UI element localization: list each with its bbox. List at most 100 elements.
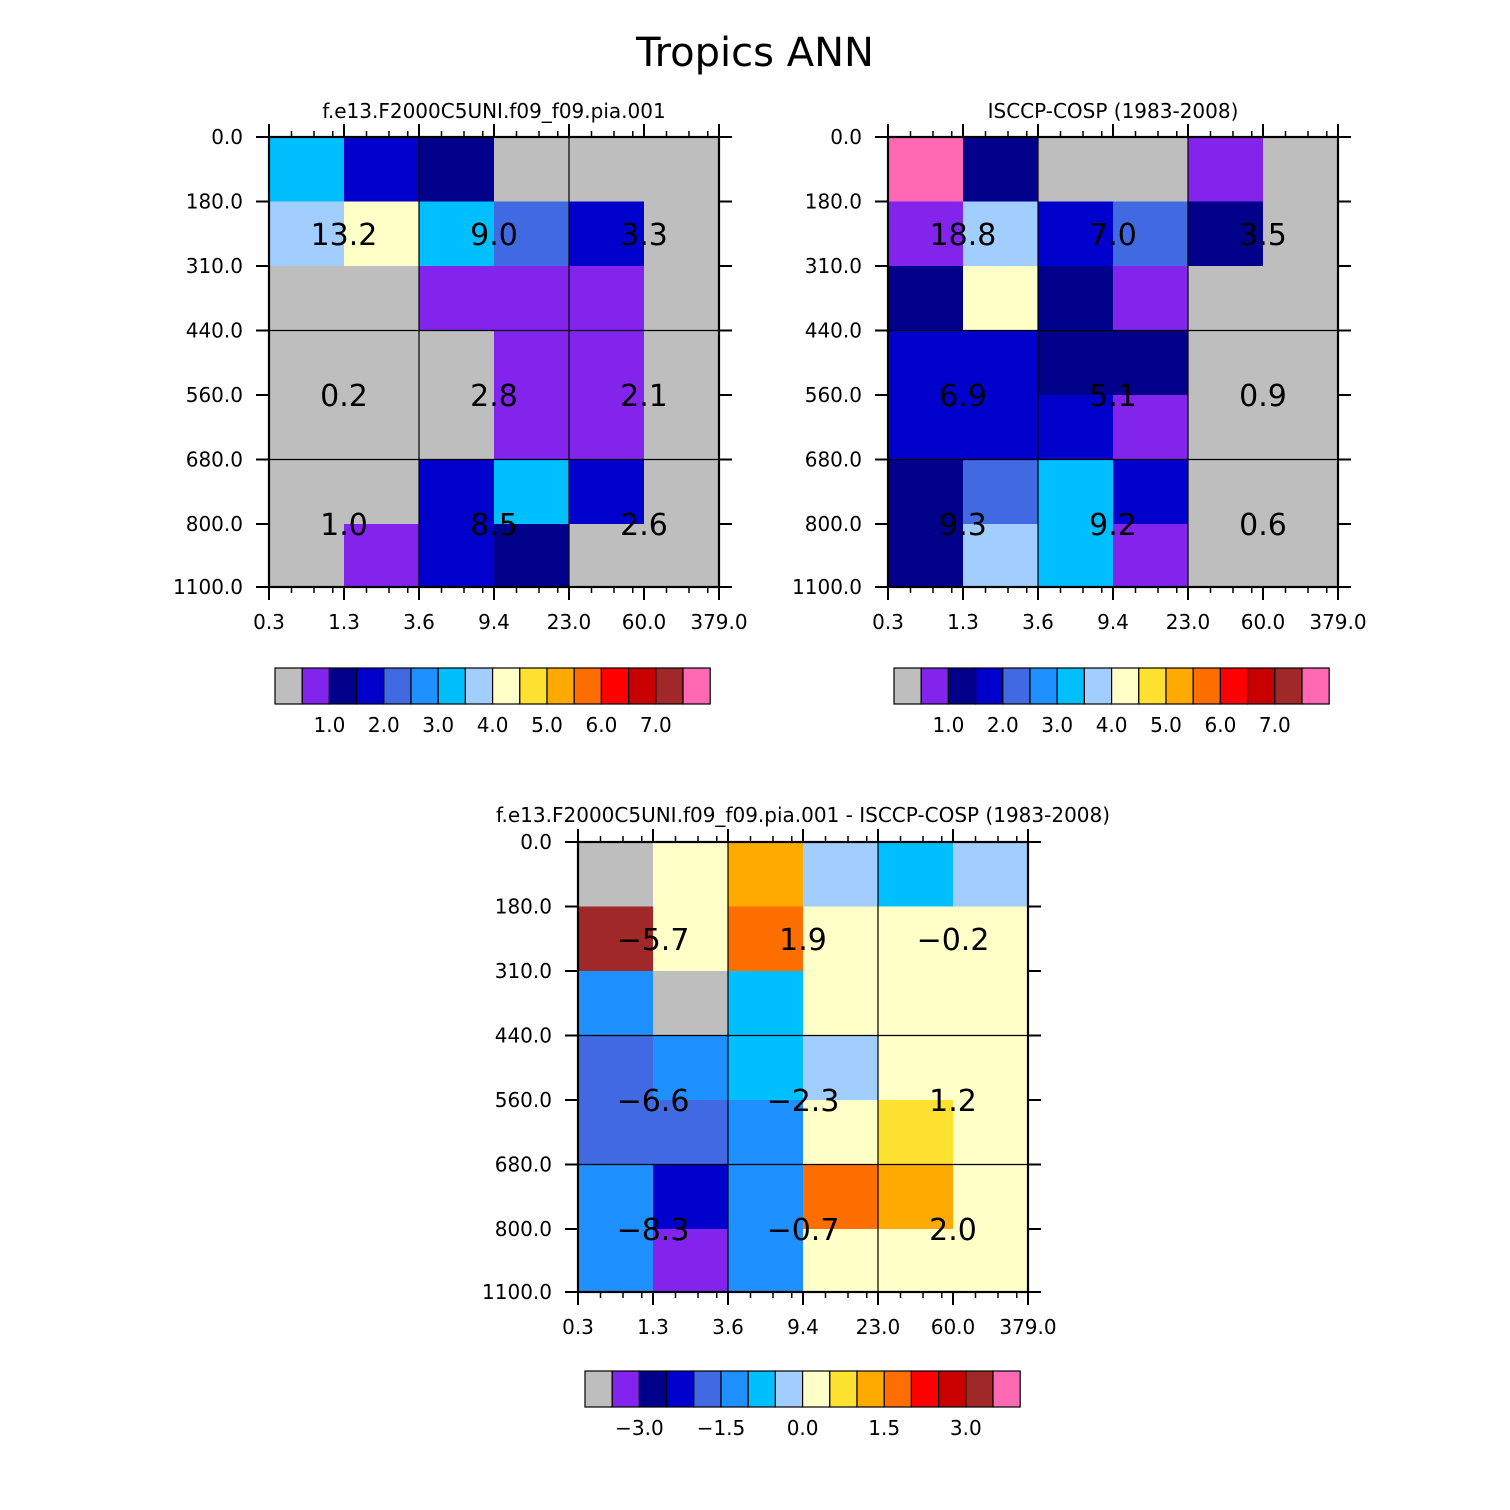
colorbar-box [856,1370,885,1408]
heatmap-cell [803,1164,879,1230]
y-tick-label: 1100.0 [482,1280,552,1304]
cell-value-label: 2.0 [929,1213,977,1248]
heatmap-cell [728,1100,804,1166]
x-tick-label: 9.4 [1097,610,1129,634]
heatmap-cell [644,395,720,461]
y-tick-label: 680.0 [186,448,243,472]
heatmap-cell [494,395,570,461]
colorbar-label: 6.0 [585,713,617,737]
heatmap-cell [419,395,495,461]
y-tick-label: 310.0 [186,254,243,278]
heatmap-cell [878,906,954,972]
colorbar-box [1056,667,1085,705]
heatmap-cell [878,1229,954,1293]
colorbar-label: 3.0 [1041,713,1073,737]
heatmap-cell [1113,137,1189,203]
y-tick-label: 440.0 [805,319,862,343]
colorbar-box [627,667,657,705]
heatmap-cell [269,201,345,267]
y-tick-label: 800.0 [805,512,862,536]
colorbar-label: 6.0 [1204,713,1236,737]
heatmap-cell [419,266,495,332]
heatmap-cell [1113,201,1189,267]
panel-obs-cells [888,137,1339,588]
heatmap-cell [803,906,879,972]
x-tick-label: 60.0 [622,610,667,634]
panel-diff: f.e13.F2000C5UNI.f09_f09.pia.001 - ISCCP… [482,803,1110,1440]
colorbar-box [1002,667,1031,705]
panel-model-cells [269,137,720,588]
heatmap-cell [1188,201,1264,267]
heatmap-cell [578,906,654,972]
panel-obs-ticks: 0.3 1.3 3.6 9.4 23.0 60.0 379.0 0.0 180.0 310.0 44… [792,124,1367,634]
heatmap-cell [878,971,954,1037]
colorbar-box [1110,667,1140,705]
heatmap-cell [569,266,645,332]
y-tick-label: 310.0 [805,254,862,278]
colorbar-box [1246,667,1276,705]
figure-title: Tropics ANN [635,30,874,76]
heatmap-cell [1188,137,1264,203]
y-tick-label: 680.0 [805,448,862,472]
cell-value-label: −8.3 [617,1213,690,1248]
colorbar-box [893,667,922,705]
cell-value-label: 8.5 [470,508,518,543]
heatmap-cell [1113,459,1189,525]
y-tick-label: 0.0 [520,830,552,854]
heatmap-cell [569,201,645,267]
heatmap-cell [419,137,495,203]
colorbar-box [546,667,575,705]
panel-diff-colorbar: −3.0 −1.5 0.0 1.5 3.0 [584,1370,1021,1440]
heatmap-cell [494,266,570,332]
heatmap-cell [963,395,1039,461]
colorbar-box [720,1370,749,1408]
y-tick-label: 560.0 [805,383,862,407]
heatmap-cell [888,201,964,267]
heatmap-cell [653,842,729,908]
colorbar-label: 7.0 [640,713,672,737]
panel-obs-values: 18.8 7.0 3.5 6.9 5.1 0.9 9.3 9.2 0.6 [930,218,1287,543]
heatmap-cell [803,1100,879,1166]
colorbar-label: 5.0 [1150,713,1182,737]
heatmap-cell [1263,459,1339,525]
colorbar-label: −1.5 [697,1416,746,1440]
colorbar-box [410,667,439,705]
x-tick-label: 23.0 [547,610,592,634]
heatmap-cell [578,842,654,908]
colorbar-box [611,1370,641,1408]
heatmap-cell [269,395,345,461]
colorbar-box [937,1370,967,1408]
colorbar-box [1083,667,1113,705]
heatmap-cell [888,330,964,396]
heatmap-cell [1188,524,1264,588]
heatmap-cell [1263,201,1339,267]
cell-value-label: −0.7 [767,1213,840,1248]
colorbar-label: 1.0 [313,713,345,737]
cell-value-label: 18.8 [930,218,997,253]
colorbar-box [965,1370,994,1408]
heatmap-cell [578,971,654,1037]
heatmap-cell [578,1164,654,1230]
heatmap-cell [1188,459,1264,525]
heatmap-cell [344,395,420,461]
heatmap-cell [644,330,720,396]
x-tick-label: 379.0 [690,610,747,634]
heatmap-cell [644,266,720,332]
heatmap-cell [344,137,420,203]
colorbar-box [1192,667,1221,705]
cell-value-label: 1.9 [779,923,827,958]
colorbar-label: 1.5 [868,1416,900,1440]
heatmap-cell [269,459,345,525]
y-tick-label: 0.0 [830,125,862,149]
colorbar-box [920,667,950,705]
heatmap-cell [888,266,964,332]
heatmap-cell [1038,201,1114,267]
heatmap-cell [953,842,1029,908]
colorbar-box [1029,667,1058,705]
colorbar-box [573,667,603,705]
y-tick-label: 800.0 [186,512,243,536]
heatmap-cell [1038,524,1114,588]
heatmap-cell [888,459,964,525]
x-tick-label: 1.3 [947,610,979,634]
colorbar-label: 4.0 [477,713,509,737]
